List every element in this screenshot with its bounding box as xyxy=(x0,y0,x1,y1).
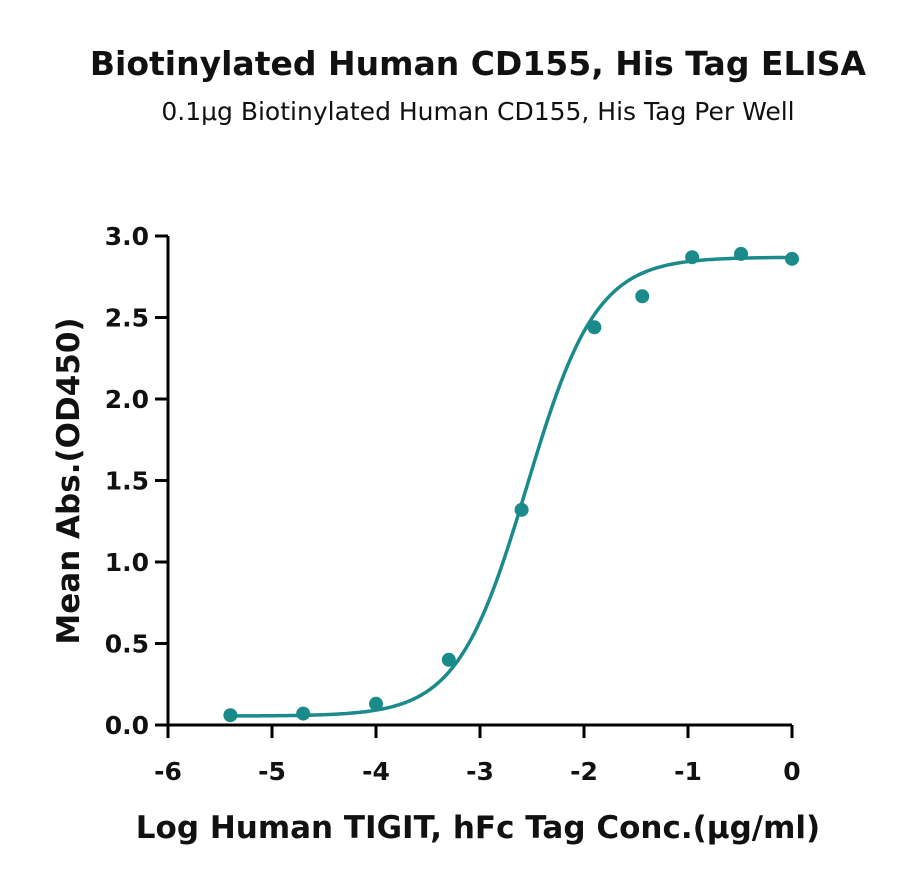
x-tick-label: -4 xyxy=(362,757,390,786)
data-point xyxy=(369,696,383,711)
x-axis-ticks: -6 -5 -4 -3 -2 -1 0 xyxy=(154,725,801,786)
data-point xyxy=(635,289,650,304)
y-tick-label: 3.0 xyxy=(105,222,149,251)
chart-title: Biotinylated Human CD155, His Tag ELISA xyxy=(90,44,867,83)
chart-subtitle: 0.1μg Biotinylated Human CD155, His Tag … xyxy=(161,97,794,126)
data-point xyxy=(296,706,311,721)
y-tick-label: 1.5 xyxy=(105,467,149,496)
data-points xyxy=(223,246,799,723)
x-tick-label: -3 xyxy=(466,757,494,786)
x-tick-label: -2 xyxy=(570,757,598,786)
fit-curve xyxy=(230,255,793,718)
plot-area: 0.0 0.5 1.0 1.5 2.0 2.5 3.0 -6 -5 -4 -3 -2 -1 0 xyxy=(105,222,801,786)
x-axis-label: Log Human TIGIT, hFc Tag Conc.(μg/ml) xyxy=(136,810,820,846)
y-tick-label: 0.0 xyxy=(105,711,149,740)
y-tick-label: 0.5 xyxy=(105,630,149,659)
data-point xyxy=(685,250,700,265)
data-point xyxy=(223,708,238,723)
data-point xyxy=(514,502,529,517)
y-tick-label: 2.5 xyxy=(105,304,149,333)
x-tick-label: -6 xyxy=(154,757,182,786)
data-point xyxy=(734,246,749,261)
y-tick-label: 1.0 xyxy=(105,548,149,577)
x-tick-label: -1 xyxy=(674,757,702,786)
data-point xyxy=(785,251,799,266)
x-tick-label: 0 xyxy=(783,757,800,786)
data-point xyxy=(441,652,456,667)
data-point xyxy=(587,320,602,335)
x-tick-label: -5 xyxy=(258,757,286,786)
y-axis-ticks: 0.0 0.5 1.0 1.5 2.0 2.5 3.0 xyxy=(105,222,168,740)
y-axis-label: Mean Abs.(OD450) xyxy=(51,317,87,644)
y-tick-label: 2.0 xyxy=(105,385,149,414)
